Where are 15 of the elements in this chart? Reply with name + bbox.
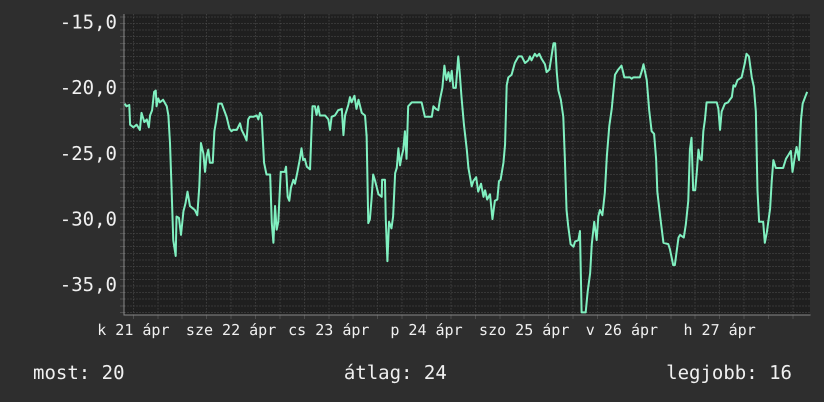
x-tick-label: h 27 ápr [683,320,756,339]
x-tick-label: szo 25 ápr [479,320,570,339]
y-tick-label: -20,0 [60,77,117,100]
x-tick-label: p 24 ápr [390,320,463,339]
text: átlag: 24 [344,362,447,384]
text: legjobb: 16 [666,362,792,384]
x-tick-label: v 26 ápr [586,320,658,339]
x-tick-label: sze 22 ápr [186,320,276,339]
x-tick-label: k 21 ápr [97,320,170,339]
y-tick-label: -35,0 [60,274,117,296]
x-tick-label: cs 23 ápr [288,320,370,339]
y-tick-label: -25,0 [60,142,117,165]
text: most: 20 [33,362,125,384]
y-tick-label: -30,0 [60,208,117,230]
y-tick-label: -15,0 [60,12,117,34]
